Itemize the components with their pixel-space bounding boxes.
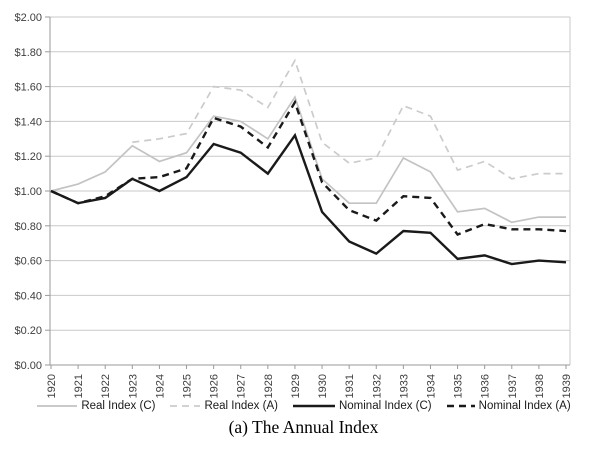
y-axis-tick-label: $1.00: [14, 186, 42, 198]
x-axis-tick-label: 1920: [46, 374, 58, 398]
y-axis-tick-label: $1.40: [14, 116, 42, 128]
figure-caption: (a) The Annual Index: [228, 417, 379, 437]
legend-item-real-index-a: Real Index (A): [169, 400, 278, 412]
legend-label: Nominal Index (C): [338, 400, 432, 412]
x-axis-tick-label: 1922: [100, 374, 112, 398]
x-axis-tick-label: 1930: [317, 374, 329, 398]
y-axis-tick-label: $2.00: [14, 12, 42, 24]
nominal-index-c-line-swatch-icon: [292, 404, 335, 408]
series-line-nominal-index-a: [50, 99, 567, 236]
legend-label: Real Index (C): [81, 400, 156, 412]
legend-item-nominal-index-a: Nominal Index (A): [446, 400, 571, 412]
x-axis-tick-label: 1936: [480, 374, 492, 398]
y-axis-tick-label: $0.60: [14, 256, 42, 268]
legend-label: Nominal Index (A): [478, 400, 571, 412]
x-axis-tick-label: 1931: [344, 374, 356, 398]
y-axis-tick-label: $0.80: [14, 221, 42, 233]
annual-index-chart: $0.00 $0.20 $0.40 $0.60 $0.80 $1.00 $1.20 $1.40…: [14, 12, 573, 398]
x-axis-tick-label: 1923: [127, 374, 139, 398]
x-axis-tick-label: 1925: [182, 374, 194, 398]
nominal-index-a-line-swatch-icon: [446, 404, 475, 408]
y-axis-tick-label: $1.60: [14, 82, 42, 94]
y-axis-tick-label: $0.20: [14, 325, 42, 337]
series-line-nominal-index-c: [50, 132, 567, 266]
y-axis-tick-label: $1.80: [14, 47, 42, 59]
x-axis-tick-label: 1929: [290, 374, 302, 398]
x-axis-tick-label: 1926: [209, 374, 221, 398]
series-line-real-index-a: [132, 58, 566, 180]
series-line-real-index-c: [50, 95, 566, 224]
legend-label: Real Index (A): [204, 400, 278, 412]
x-axis-tick-label: 1939: [561, 374, 573, 398]
x-axis-tick-label: 1935: [453, 374, 465, 398]
x-axis-tick-label: 1938: [534, 374, 546, 398]
x-axis-tick-label: 1933: [398, 374, 410, 398]
real-index-a-line-swatch-icon: [170, 405, 201, 407]
x-axis-tick-label: 1921: [73, 374, 85, 398]
legend-item-real-index-c: Real Index (C): [36, 400, 155, 412]
legend-item-nominal-index-c: Nominal Index (C): [292, 400, 432, 412]
x-axis-tick-label: 1924: [154, 374, 166, 398]
real-index-c-line-swatch-icon: [37, 405, 78, 407]
chart-legend: Real Index (C) Real Index (A) Nominal In…: [0, 400, 607, 412]
x-axis-tick-label: 1934: [425, 374, 437, 398]
x-axis-tick-label: 1932: [371, 374, 383, 398]
y-axis-tick-label: $0.00: [14, 360, 42, 372]
y-axis-tick-label: $0.40: [14, 290, 42, 302]
x-axis-tick-label: 1927: [236, 374, 248, 398]
x-axis-tick-label: 1928: [263, 374, 275, 398]
x-axis-tick-label: 1937: [507, 374, 519, 398]
y-axis-tick-label: $1.20: [14, 151, 42, 163]
